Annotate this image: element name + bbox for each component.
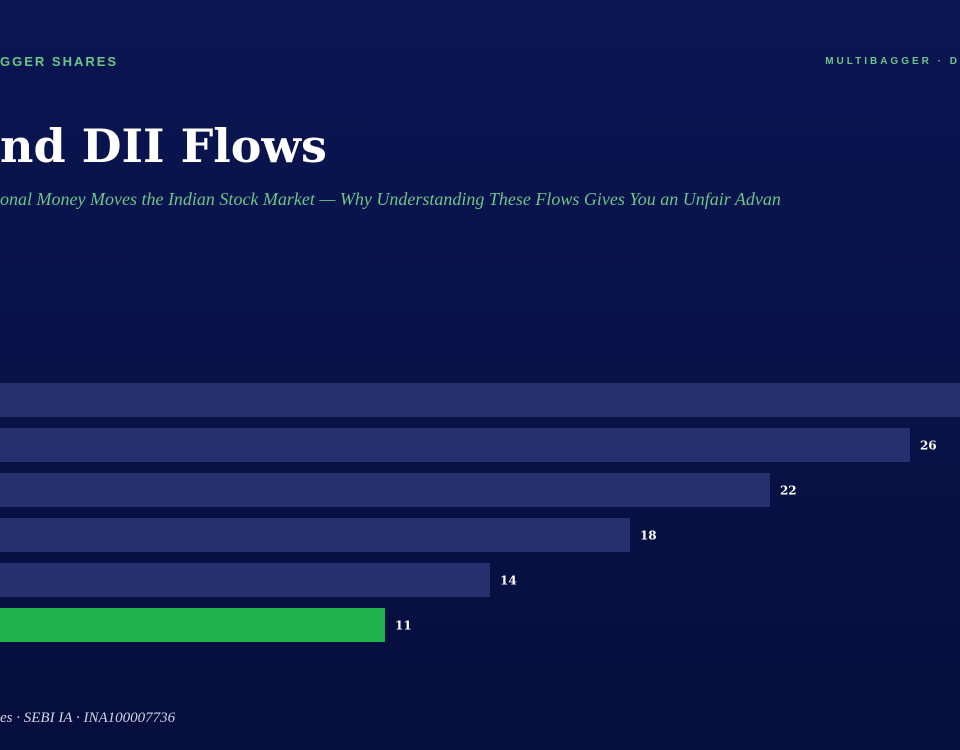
brand: GGER SHARES bbox=[0, 54, 118, 69]
bar bbox=[0, 518, 630, 552]
bar bbox=[0, 563, 490, 597]
value-label: 11 bbox=[395, 619, 412, 633]
footer: es · SEBI IA · INA100007736 bbox=[0, 710, 176, 726]
chart-subtitle: onal Money Moves the Indian Stock Market… bbox=[0, 189, 781, 209]
value-label: 22 bbox=[780, 484, 797, 498]
bar bbox=[0, 428, 910, 462]
bar bbox=[0, 383, 960, 417]
value-label: 14 bbox=[500, 574, 517, 588]
value-label: 26 bbox=[920, 439, 937, 453]
bar bbox=[0, 473, 770, 507]
chart-title: nd DII Flows bbox=[0, 119, 327, 173]
tag: MULTIBAGGER · D bbox=[825, 56, 960, 67]
bar bbox=[0, 608, 385, 642]
value-label: 18 bbox=[640, 529, 657, 543]
